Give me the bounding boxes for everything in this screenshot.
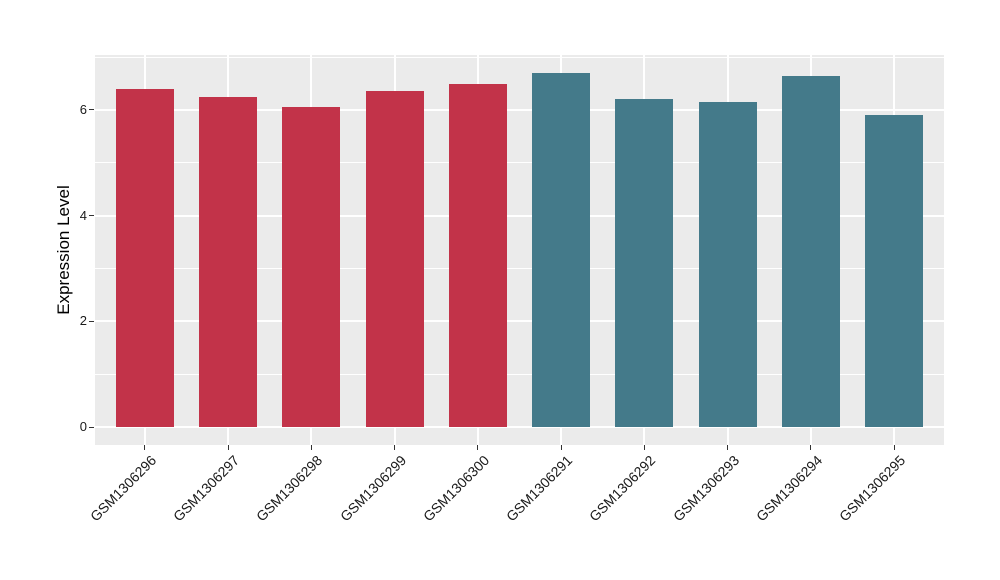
y-tick-label-0: 0 (79, 419, 87, 435)
bar-GSM1306293 (698, 102, 757, 428)
gridline-minor-y7 (95, 56, 944, 58)
y-tick-6 (89, 109, 94, 111)
gridline-major-y4 (95, 214, 944, 217)
bar-GSM1306299 (365, 91, 424, 428)
gridline-minor-y5 (95, 162, 944, 164)
bar-GSM1306296 (115, 88, 174, 428)
x-tick-GSM1306299 (394, 445, 396, 450)
x-tick-GSM1306291 (560, 445, 562, 450)
y-tick-label-6: 6 (79, 101, 87, 117)
y-tick-4 (89, 215, 94, 217)
bar-GSM1306291 (532, 72, 591, 428)
plot-panel (95, 55, 944, 445)
x-tick-GSM1306293 (727, 445, 729, 450)
bar-GSM1306297 (199, 96, 258, 428)
gridline-minor-y1 (95, 373, 944, 375)
x-tick-GSM1306297 (227, 445, 229, 450)
gridline-minor-y3 (95, 267, 944, 269)
x-tick-GSM1306298 (310, 445, 312, 450)
x-tick-GSM1306296 (144, 445, 146, 450)
bar-GSM1306300 (448, 83, 507, 428)
gridline-major-y0 (95, 426, 944, 429)
gridline-major-y2 (95, 320, 944, 323)
bar-GSM1306298 (282, 107, 341, 428)
gridline-major-y6 (95, 108, 944, 111)
bar-GSM1306294 (781, 75, 840, 428)
x-tick-GSM1306292 (643, 445, 645, 450)
bar-GSM1306292 (615, 99, 674, 428)
y-tick-0 (89, 426, 94, 428)
y-tick-2 (89, 320, 94, 322)
x-tick-GSM1306300 (477, 445, 479, 450)
y-axis-title: Expression Level (54, 185, 73, 315)
x-tick-GSM1306295 (893, 445, 895, 450)
x-tick-GSM1306294 (810, 445, 812, 450)
y-tick-label-4: 4 (79, 207, 87, 223)
y-tick-label-2: 2 (79, 313, 87, 329)
bar-GSM1306295 (865, 115, 924, 428)
